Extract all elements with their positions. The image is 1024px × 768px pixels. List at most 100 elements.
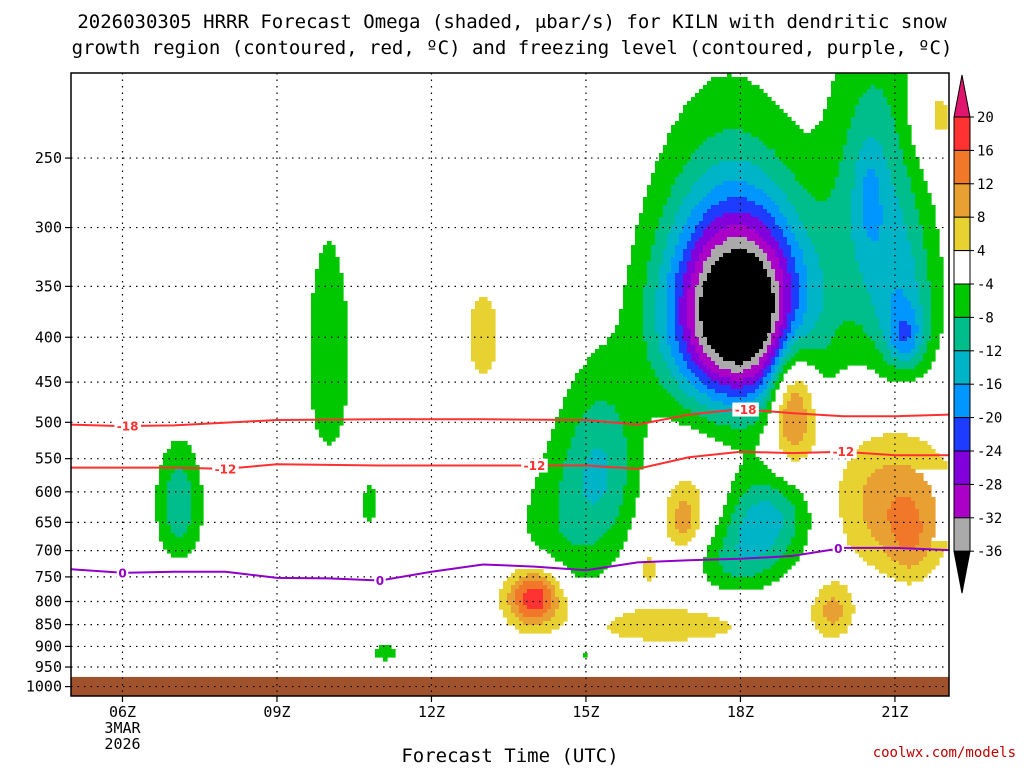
- omega-cell: [883, 145, 900, 150]
- omega-cell: [563, 465, 588, 470]
- omega-cell: [799, 349, 880, 354]
- omega-cell: [615, 329, 644, 334]
- omega-cell: [711, 237, 728, 242]
- omega-cell: [719, 553, 740, 558]
- omega-cell: [647, 273, 660, 278]
- omega-cell: [895, 537, 920, 542]
- omega-cell: [771, 349, 776, 354]
- omega-cell: [679, 117, 792, 122]
- omega-cell: [363, 509, 376, 514]
- omega-cell: [803, 261, 820, 266]
- omega-cell: [815, 321, 844, 326]
- omega-cell: [759, 217, 776, 222]
- omega-cell: [643, 197, 668, 202]
- omega-cell: [779, 417, 784, 422]
- omega-cell: [855, 245, 912, 250]
- omega-cell: [759, 405, 768, 410]
- omega-cell: [891, 341, 916, 346]
- colorbar-swatch: [953, 183, 971, 218]
- omega-cell: [927, 261, 944, 266]
- omega-cell: [671, 393, 688, 398]
- omega-cell: [779, 289, 784, 294]
- omega-cell: [783, 281, 792, 286]
- omega-cell: [755, 353, 764, 358]
- colorbar-swatch: [953, 383, 971, 419]
- y-tick-label: 800: [35, 593, 62, 611]
- omega-cell: [711, 221, 764, 226]
- omega-cell: [867, 173, 876, 178]
- omega-cell: [791, 285, 800, 290]
- omega-cell: [843, 609, 856, 614]
- omega-cell: [875, 305, 892, 310]
- omega-cell: [563, 401, 596, 406]
- omega-cell: [851, 229, 868, 234]
- omega-cell: [167, 489, 192, 494]
- omega-cell: [879, 193, 896, 198]
- omega-cell: [863, 273, 916, 278]
- omega-cell: [699, 353, 708, 358]
- omega-cell: [567, 537, 600, 542]
- omega-cell: [627, 277, 648, 282]
- omega-cell: [727, 533, 740, 538]
- omega-cell: [311, 317, 348, 322]
- omega-cell: [887, 161, 904, 166]
- omega-cell: [727, 497, 740, 502]
- omega-cell: [763, 353, 768, 358]
- omega-cell: [783, 493, 804, 498]
- omega-cell: [791, 441, 800, 446]
- omega-cell: [807, 229, 852, 234]
- omega-cell: [319, 429, 340, 434]
- omega-cell: [667, 133, 716, 138]
- omega-cell: [779, 533, 796, 538]
- omega-cell: [623, 421, 648, 426]
- omega-cell: [475, 361, 492, 366]
- omega-cell: [647, 557, 652, 562]
- omega-cell: [679, 421, 716, 426]
- omega-cell: [727, 529, 740, 534]
- omega-cell: [863, 493, 932, 498]
- omega-cell: [671, 225, 684, 230]
- omega-cell: [511, 589, 516, 594]
- omega-cell: [691, 425, 732, 430]
- omega-cell: [563, 561, 612, 566]
- omega-cell: [507, 601, 516, 606]
- omega-cell: [847, 533, 872, 538]
- omega-cell: [687, 341, 692, 346]
- omega-cell: [907, 169, 924, 174]
- omega-cell: [547, 609, 556, 614]
- omega-cell: [783, 269, 788, 274]
- omega-cell: [935, 125, 948, 130]
- omega-cell: [543, 597, 552, 602]
- omega-cell: [815, 125, 852, 130]
- omega-cell: [903, 209, 920, 214]
- omega-cell: [763, 237, 776, 242]
- omega-cell: [719, 353, 756, 358]
- omega-cell: [767, 381, 772, 386]
- omega-cell: [807, 413, 816, 418]
- omega-cell: [667, 137, 708, 142]
- omega-cell: [771, 325, 776, 330]
- omega-cell: [895, 121, 908, 126]
- omega-cell: [819, 317, 880, 322]
- omega-cell: [887, 157, 904, 162]
- omega-cell: [551, 429, 576, 434]
- omega-cell: [655, 313, 668, 318]
- omega-cell: [651, 253, 664, 258]
- omega-cell: [851, 193, 864, 198]
- omega-cell: [167, 549, 192, 554]
- omega-cell: [883, 153, 904, 158]
- omega-cell: [667, 317, 676, 322]
- omega-cell: [911, 329, 920, 334]
- omega-cell: [779, 241, 788, 246]
- omega-cell: [787, 317, 796, 322]
- omega-cell: [823, 609, 844, 614]
- omega-cell: [863, 497, 896, 502]
- omega-cell: [779, 425, 784, 430]
- omega-cell: [807, 425, 816, 430]
- omega-cell: [499, 601, 508, 606]
- omega-cell: [727, 73, 732, 78]
- omega-cell: [727, 225, 748, 230]
- omega-cell: [923, 241, 940, 246]
- omega-cell: [791, 321, 804, 326]
- omega-cell: [527, 505, 560, 510]
